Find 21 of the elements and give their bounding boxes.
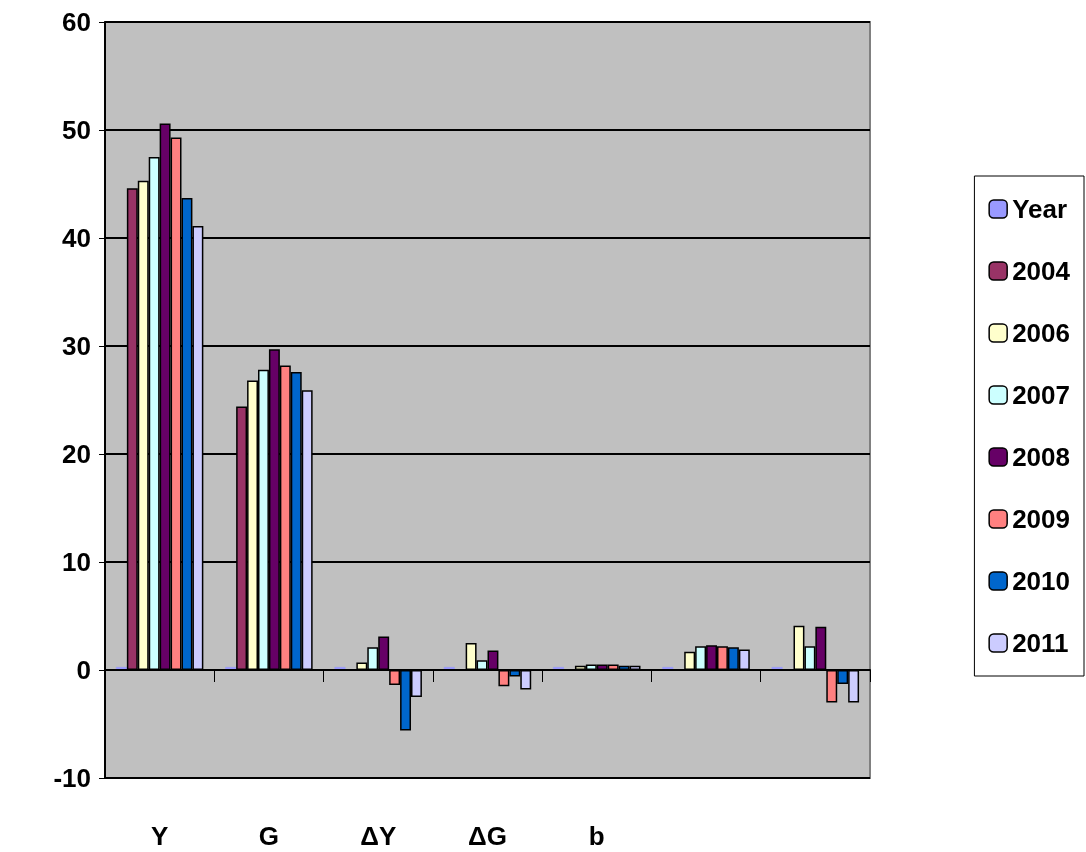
x-tick-label: G [258, 821, 280, 851]
legend-label: 2009 [1012, 504, 1070, 534]
legend-label: 2008 [1012, 442, 1070, 472]
legend-label: 2011 [1012, 628, 1069, 658]
y-tick-label: 50 [62, 115, 91, 145]
legend-label: 2010 [1012, 566, 1070, 596]
y-tick-label: 30 [62, 331, 91, 361]
y-tick-label: 20 [62, 439, 91, 469]
y-tick-label: 0 [76, 655, 91, 685]
x-tick-label: ΔY [360, 821, 397, 851]
legend-label: 2004 [1012, 256, 1071, 286]
y-tick-label: -10 [53, 763, 91, 793]
legend-label: 2006 [1012, 318, 1070, 348]
x-tick-label: ΔG [468, 821, 507, 851]
legend-label: Year [1012, 194, 1068, 224]
x-tick-label: Y [150, 821, 169, 851]
x-tick-label: b [588, 821, 605, 851]
legend-label: 2007 [1012, 380, 1070, 410]
y-tick-label: 60 [62, 7, 91, 37]
y-tick-label: 40 [62, 223, 91, 253]
y-tick-label: 10 [62, 547, 91, 577]
